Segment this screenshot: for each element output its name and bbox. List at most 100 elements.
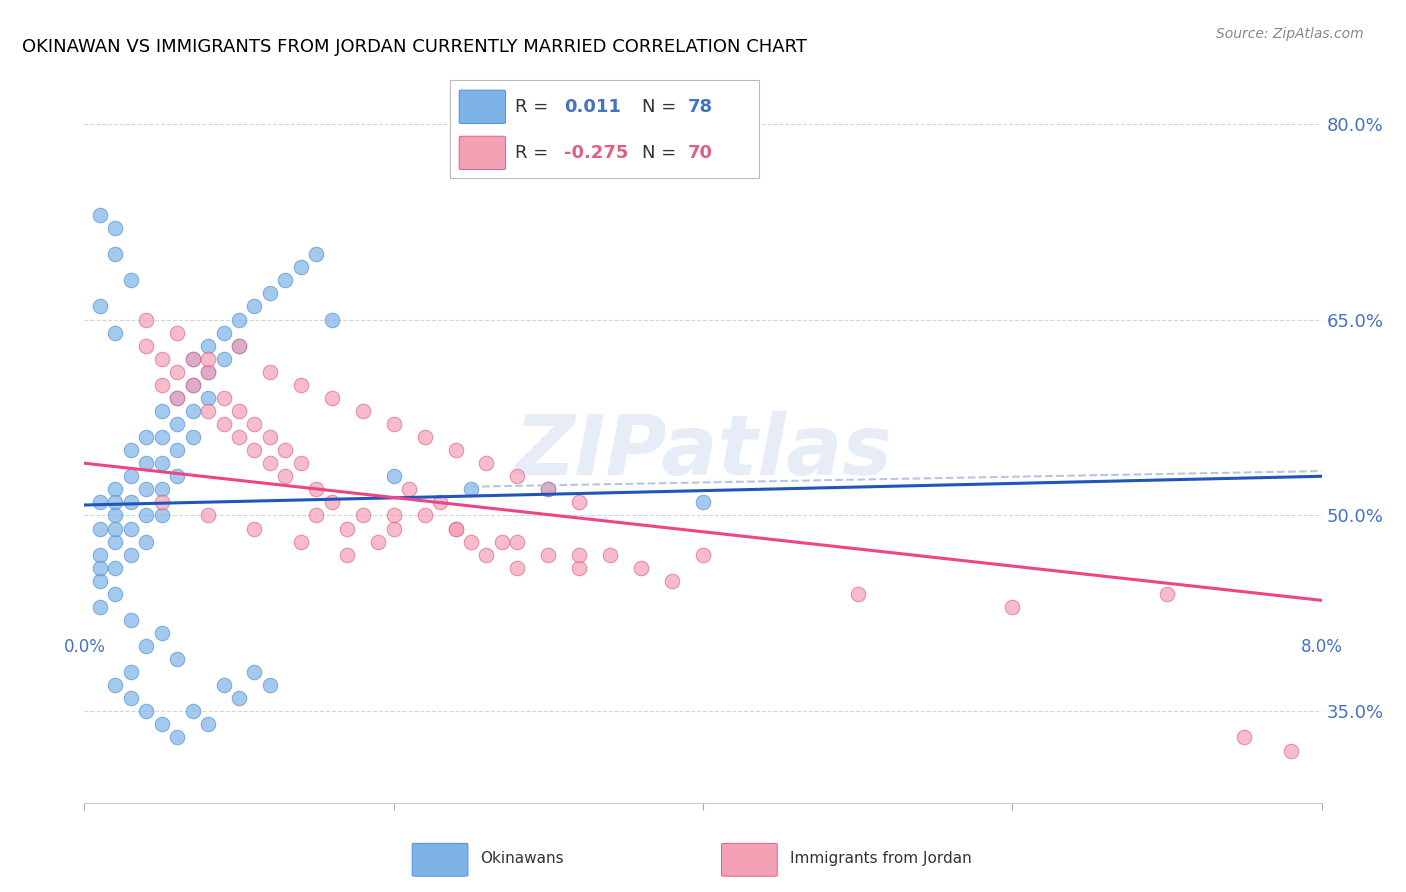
Point [429,495,451,509]
Point [568,560,591,574]
Point [150,483,173,497]
Point [181,377,204,392]
FancyBboxPatch shape [460,136,506,169]
Point [243,300,266,314]
Point [166,417,188,431]
Point [135,534,157,549]
Text: OKINAWAN VS IMMIGRANTS FROM JORDAN CURRENTLY MARRIED CORRELATION CHART: OKINAWAN VS IMMIGRANTS FROM JORDAN CURRE… [22,38,807,56]
Point [166,391,188,405]
Point [89,599,111,614]
Point [228,691,250,706]
Point [382,417,405,431]
Point [321,312,343,326]
Point [413,430,436,444]
Point [290,377,312,392]
Point [181,705,204,719]
Point [197,508,219,523]
Point [197,339,219,353]
Point [259,365,281,379]
Point [166,652,188,666]
Point [104,534,127,549]
Point [413,508,436,523]
Point [212,351,235,366]
Point [475,548,498,562]
Text: 78: 78 [688,98,713,116]
Point [150,351,173,366]
Point [259,430,281,444]
Point [352,404,374,418]
Text: ZIPatlas: ZIPatlas [515,411,891,492]
Point [243,521,266,535]
Point [212,678,235,692]
Point [135,339,157,353]
Point [460,483,482,497]
Text: Source: ZipAtlas.com: Source: ZipAtlas.com [1216,27,1364,41]
Point [89,548,111,562]
Point [228,339,250,353]
Point [150,404,173,418]
Point [135,508,157,523]
Text: N =: N = [641,144,676,161]
Point [150,508,173,523]
Point [506,560,529,574]
Point [181,351,204,366]
Point [135,312,157,326]
Point [274,469,297,483]
Point [104,521,127,535]
Point [1001,599,1024,614]
Point [243,665,266,680]
Point [506,534,529,549]
Point [89,495,111,509]
Text: Okinawans: Okinawans [481,851,564,866]
Text: N =: N = [641,98,676,116]
Point [228,430,250,444]
Point [274,273,297,287]
Point [104,495,127,509]
Point [104,247,127,261]
Point [382,508,405,523]
Point [212,391,235,405]
Point [274,443,297,458]
Point [120,548,142,562]
Point [104,678,127,692]
Text: R =: R = [515,98,548,116]
Point [120,691,142,706]
Point [150,430,173,444]
Text: 8.0%: 8.0% [1301,639,1343,657]
Text: Immigrants from Jordan: Immigrants from Jordan [790,851,972,866]
Point [135,430,157,444]
Point [846,587,869,601]
Point [290,260,312,275]
Point [630,560,652,574]
Text: 70: 70 [688,144,713,161]
Point [228,312,250,326]
Point [150,626,173,640]
Point [181,430,204,444]
Point [506,469,529,483]
Point [336,548,359,562]
Point [212,417,235,431]
Point [243,443,266,458]
FancyBboxPatch shape [412,843,468,876]
Point [305,483,328,497]
Point [444,521,467,535]
Point [120,273,142,287]
Text: 0.0%: 0.0% [63,639,105,657]
Point [135,483,157,497]
Point [135,639,157,653]
Point [181,377,204,392]
Point [382,521,405,535]
Point [352,508,374,523]
Point [259,678,281,692]
Point [166,391,188,405]
Point [104,483,127,497]
Point [166,731,188,745]
Point [599,548,621,562]
Point [444,521,467,535]
Point [89,208,111,222]
Point [460,534,482,549]
Point [1156,587,1178,601]
Point [104,221,127,235]
Point [444,443,467,458]
Point [89,300,111,314]
